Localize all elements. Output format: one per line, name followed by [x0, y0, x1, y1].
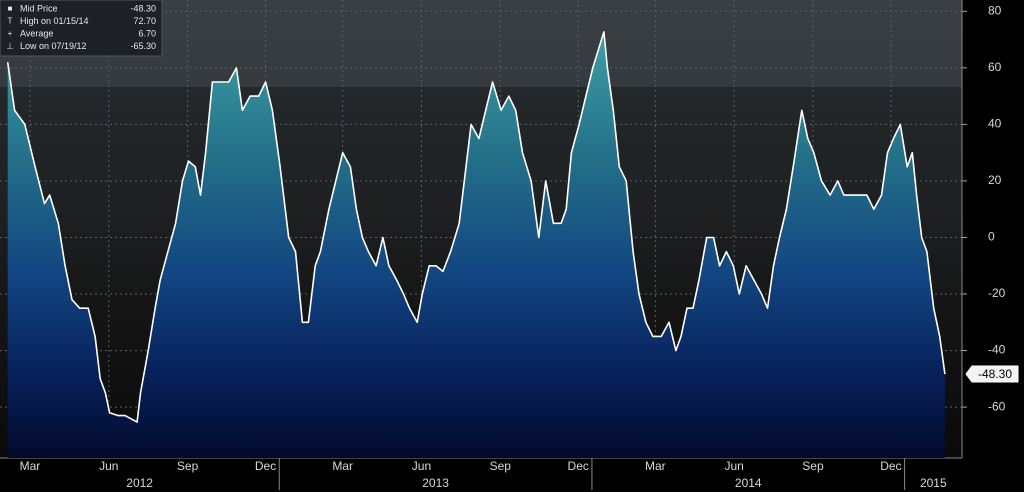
legend-icon: ■ — [8, 4, 13, 13]
tag-label: -48.30 — [978, 367, 1012, 381]
legend-value: 72.70 — [133, 16, 156, 26]
legend-icon: + — [8, 29, 13, 38]
x-tick-label: Dec — [568, 459, 589, 473]
legend-label: Low on 07/19/12 — [20, 41, 87, 51]
y-tick-label: -20 — [988, 286, 1006, 300]
y-tick-label: 20 — [988, 173, 1002, 187]
legend-icon: T — [8, 17, 13, 26]
x-tick-label: Mar — [20, 459, 41, 473]
x-tick-label: Jun — [99, 459, 118, 473]
y-tick-label: 40 — [988, 117, 1002, 131]
x-tick-label: Sep — [177, 459, 199, 473]
year-label: 2015 — [920, 476, 947, 490]
x-tick-label: Mar — [645, 459, 666, 473]
legend-value: -48.30 — [130, 3, 156, 13]
year-label: 2014 — [735, 476, 762, 490]
x-tick-label: Sep — [802, 459, 824, 473]
y-tick-label: 0 — [988, 230, 995, 244]
tag-box — [965, 365, 1019, 383]
x-tick-label: Mar — [332, 459, 353, 473]
legend-icon: ⊥ — [7, 42, 14, 51]
y-tick-label: 80 — [988, 3, 1002, 17]
legend-value: -65.30 — [130, 41, 156, 51]
year-label: 2012 — [126, 476, 153, 490]
x-tick-label: Dec — [255, 459, 276, 473]
line — [6, 31, 946, 423]
x-tick-label: Jun — [724, 459, 743, 473]
y-tick-label: 60 — [988, 60, 1002, 74]
x-tick-label: Jun — [412, 459, 431, 473]
legend-label: Average — [20, 28, 53, 38]
area — [7, 31, 945, 459]
legend-box — [0, 0, 163, 57]
legend-label: Mid Price — [20, 3, 58, 13]
legend-label: High on 01/15/14 — [20, 16, 89, 26]
legend: ■ Mid Price -48.30 T High on 01/15/14 72.70 + A… — [0, 0, 163, 57]
legend-value: 6.70 — [138, 28, 156, 38]
x-tick-label: Sep — [490, 459, 512, 473]
year-label: 2013 — [422, 476, 449, 490]
x-tick-label: Dec — [880, 459, 901, 473]
last-price-tag: -48.30 — [965, 365, 1019, 383]
y-tick-label: -60 — [988, 399, 1006, 413]
y-tick-label: -40 — [988, 343, 1006, 357]
